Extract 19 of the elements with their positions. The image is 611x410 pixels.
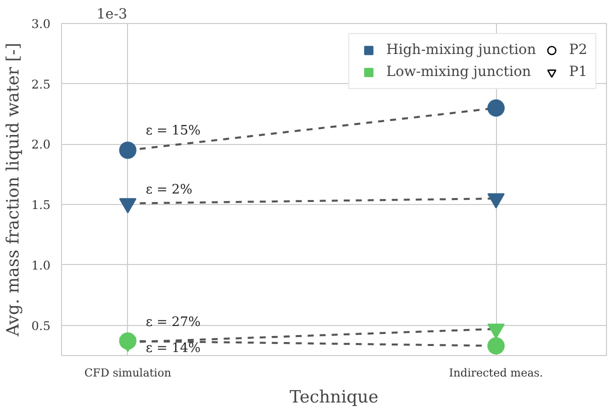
y-tick-label: 3.0 [31,17,51,31]
x-tick-label: Indirected meas. [449,366,544,380]
annotation: ε = 2% [146,182,192,198]
legend-label: Low-mixing junction [386,64,532,80]
x-axis-title: Technique [290,388,378,408]
annotation: ε = 15% [146,123,201,138]
y-tick-label: 1.0 [31,258,51,272]
legend-label: P2 [569,42,588,58]
y-tick-label: 2.5 [31,77,51,92]
text: 1e-3 [96,6,128,22]
y-tick-label: 0.5 [31,318,51,333]
x-tick-label: CFD simulation [84,366,172,380]
annotation: ε = 27% [146,315,201,330]
y-axis-title: Avg. mass fraction liquid water [-] [3,42,24,338]
y-tick-label: 1.5 [31,198,51,212]
annotation: ε = 14% [146,341,201,356]
legend-label: P1 [569,64,588,80]
y-tick-label: 2.0 [31,138,51,152]
legend-label: High-mixing junction [386,42,536,58]
